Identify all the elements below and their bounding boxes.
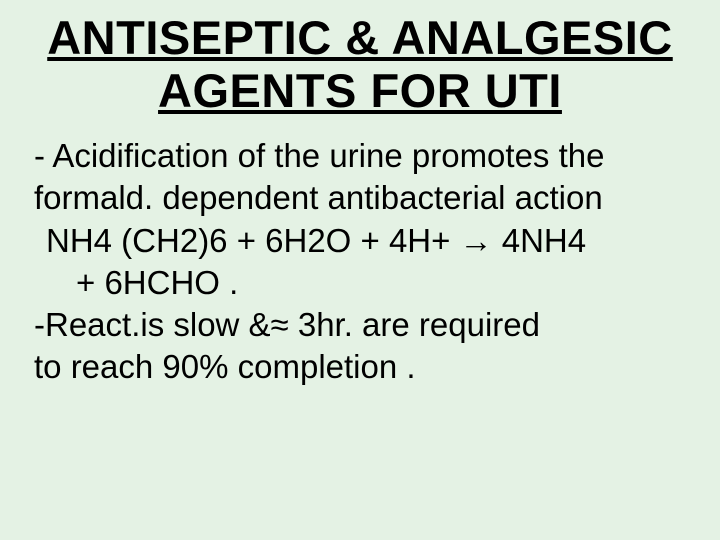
slide-title: ANTISEPTIC & ANALGESIC AGENTS FOR UTI (18, 12, 702, 117)
body-line-3: NH4 (CH2)6 + 6H2O + 4H+ → 4NH4 (34, 220, 694, 262)
title-line-1: ANTISEPTIC & ANALGESIC (18, 12, 702, 65)
body-line-1: - Acidification of the urine promotes th… (34, 135, 694, 177)
title-line-2: AGENTS FOR UTI (18, 65, 702, 118)
body-line-5: -React.is slow &≈ 3hr. are required (34, 304, 694, 346)
slide-body: - Acidification of the urine promotes th… (18, 135, 702, 388)
body-line-4: + 6HCHO . (34, 262, 694, 304)
slide: ANTISEPTIC & ANALGESIC AGENTS FOR UTI - … (0, 0, 720, 540)
body-line-2: formald. dependent antibacterial action (34, 177, 694, 219)
body-line-6: to reach 90% completion . (34, 346, 694, 388)
